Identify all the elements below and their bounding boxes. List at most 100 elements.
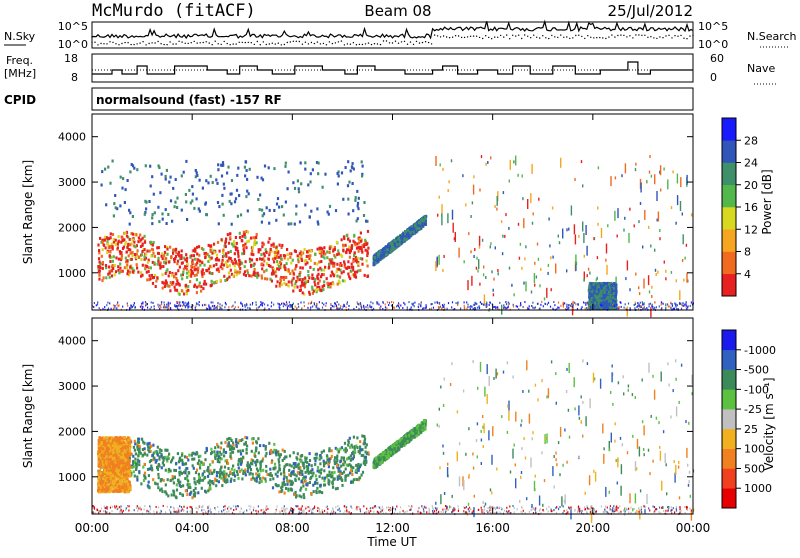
echo-cell — [223, 264, 225, 267]
echo-cell — [537, 303, 538, 305]
echo-cell — [238, 194, 240, 197]
noise-search-point — [257, 41, 258, 42]
echo-cell — [250, 237, 252, 240]
echo-cell — [264, 254, 266, 257]
echo-cell — [442, 168, 443, 171]
echo-cell — [487, 161, 488, 164]
echo-cell — [245, 260, 247, 263]
echo-cell — [403, 302, 404, 304]
echo-cell — [235, 260, 237, 263]
noise-search-point — [191, 42, 192, 43]
echo-cell — [146, 250, 148, 253]
echo-cell — [330, 282, 332, 285]
echo-cell — [583, 301, 584, 303]
echo-cell — [348, 305, 349, 307]
echo-cell — [254, 268, 256, 271]
echo-cell — [298, 303, 299, 305]
echo-cell — [371, 306, 372, 308]
echo-cell — [277, 303, 278, 305]
echo-cell — [497, 196, 498, 206]
echo-cell — [300, 285, 302, 288]
echo-cell — [327, 211, 329, 214]
echo-cell — [559, 241, 560, 244]
echo-cell — [649, 303, 650, 305]
echo-cell — [241, 252, 243, 255]
echo-cell — [483, 266, 484, 269]
echo-cell — [224, 279, 226, 282]
echo-cell — [175, 255, 177, 258]
echo-cell — [537, 243, 538, 246]
echo-cell — [140, 245, 142, 248]
echo-cell — [528, 308, 529, 310]
echo-cell — [345, 244, 347, 247]
echo-cell — [109, 250, 111, 253]
echo-cell — [479, 283, 480, 286]
echo-cell — [304, 161, 306, 164]
echo-cell — [600, 291, 602, 294]
echo-cell — [215, 258, 217, 261]
noise-search-point — [148, 43, 149, 44]
noise-search-point — [542, 35, 543, 36]
noise-search-point — [461, 37, 462, 38]
echo-cell — [660, 165, 661, 175]
echo-cell — [675, 222, 676, 225]
echo-cell — [227, 233, 229, 236]
echo-cell — [157, 257, 159, 260]
echo-cell — [177, 307, 178, 309]
echo-cell — [207, 181, 209, 184]
echo-cell — [228, 242, 230, 245]
echo-cell — [253, 243, 255, 246]
power-colorbar-tick-label: 24 — [744, 157, 758, 170]
echo-cell — [638, 305, 639, 307]
noise-search-point — [284, 44, 285, 45]
echo-cell — [204, 255, 206, 258]
echo-cell — [200, 290, 202, 293]
echo-cell — [611, 284, 613, 287]
echo-cell — [176, 197, 178, 200]
echo-cell — [150, 241, 152, 244]
echo-cell — [659, 237, 660, 240]
echo-cell — [509, 267, 510, 270]
noise-left-tick-top: 10^5 — [58, 20, 88, 33]
echo-cell — [505, 307, 506, 309]
echo-cell — [648, 275, 649, 285]
echo-cell — [187, 285, 189, 288]
echo-cell — [296, 474, 298, 477]
echo-cell — [473, 304, 474, 306]
echo-cell — [385, 253, 387, 256]
echo-cell — [209, 245, 211, 248]
echo-cell — [497, 269, 498, 272]
echo-cell — [552, 207, 553, 210]
echo-cell — [682, 259, 683, 262]
echo-cell — [656, 273, 657, 276]
echo-cell — [294, 223, 296, 226]
echo-cell — [164, 285, 166, 288]
freq-left-tick-bottom: 8 — [71, 71, 78, 84]
echo-cell — [264, 165, 266, 168]
echo-cell — [591, 294, 593, 297]
noise-search-point — [437, 35, 438, 36]
echo-cell — [103, 276, 105, 279]
echo-cell — [309, 216, 311, 219]
echo-cell — [476, 257, 477, 260]
echo-cell — [400, 305, 401, 307]
echo-cell — [361, 251, 363, 254]
echo-cell — [283, 305, 284, 307]
power-ytick-label: 3000 — [58, 176, 86, 189]
echo-cell — [165, 175, 167, 178]
echo-cell — [263, 270, 265, 273]
echo-cell — [236, 247, 238, 250]
echo-cell — [98, 278, 100, 281]
echo-cell — [216, 474, 218, 477]
echo-cell — [252, 302, 253, 304]
echo-cell — [210, 175, 212, 178]
echo-cell — [239, 236, 241, 239]
echo-cell — [642, 301, 643, 303]
echo-cell — [460, 308, 461, 310]
echo-cell — [167, 213, 169, 216]
echo-cell — [155, 280, 157, 283]
echo-cell — [135, 256, 137, 259]
echo-cell — [294, 187, 296, 190]
echo-cell — [586, 246, 587, 256]
echo-cell — [345, 166, 347, 169]
